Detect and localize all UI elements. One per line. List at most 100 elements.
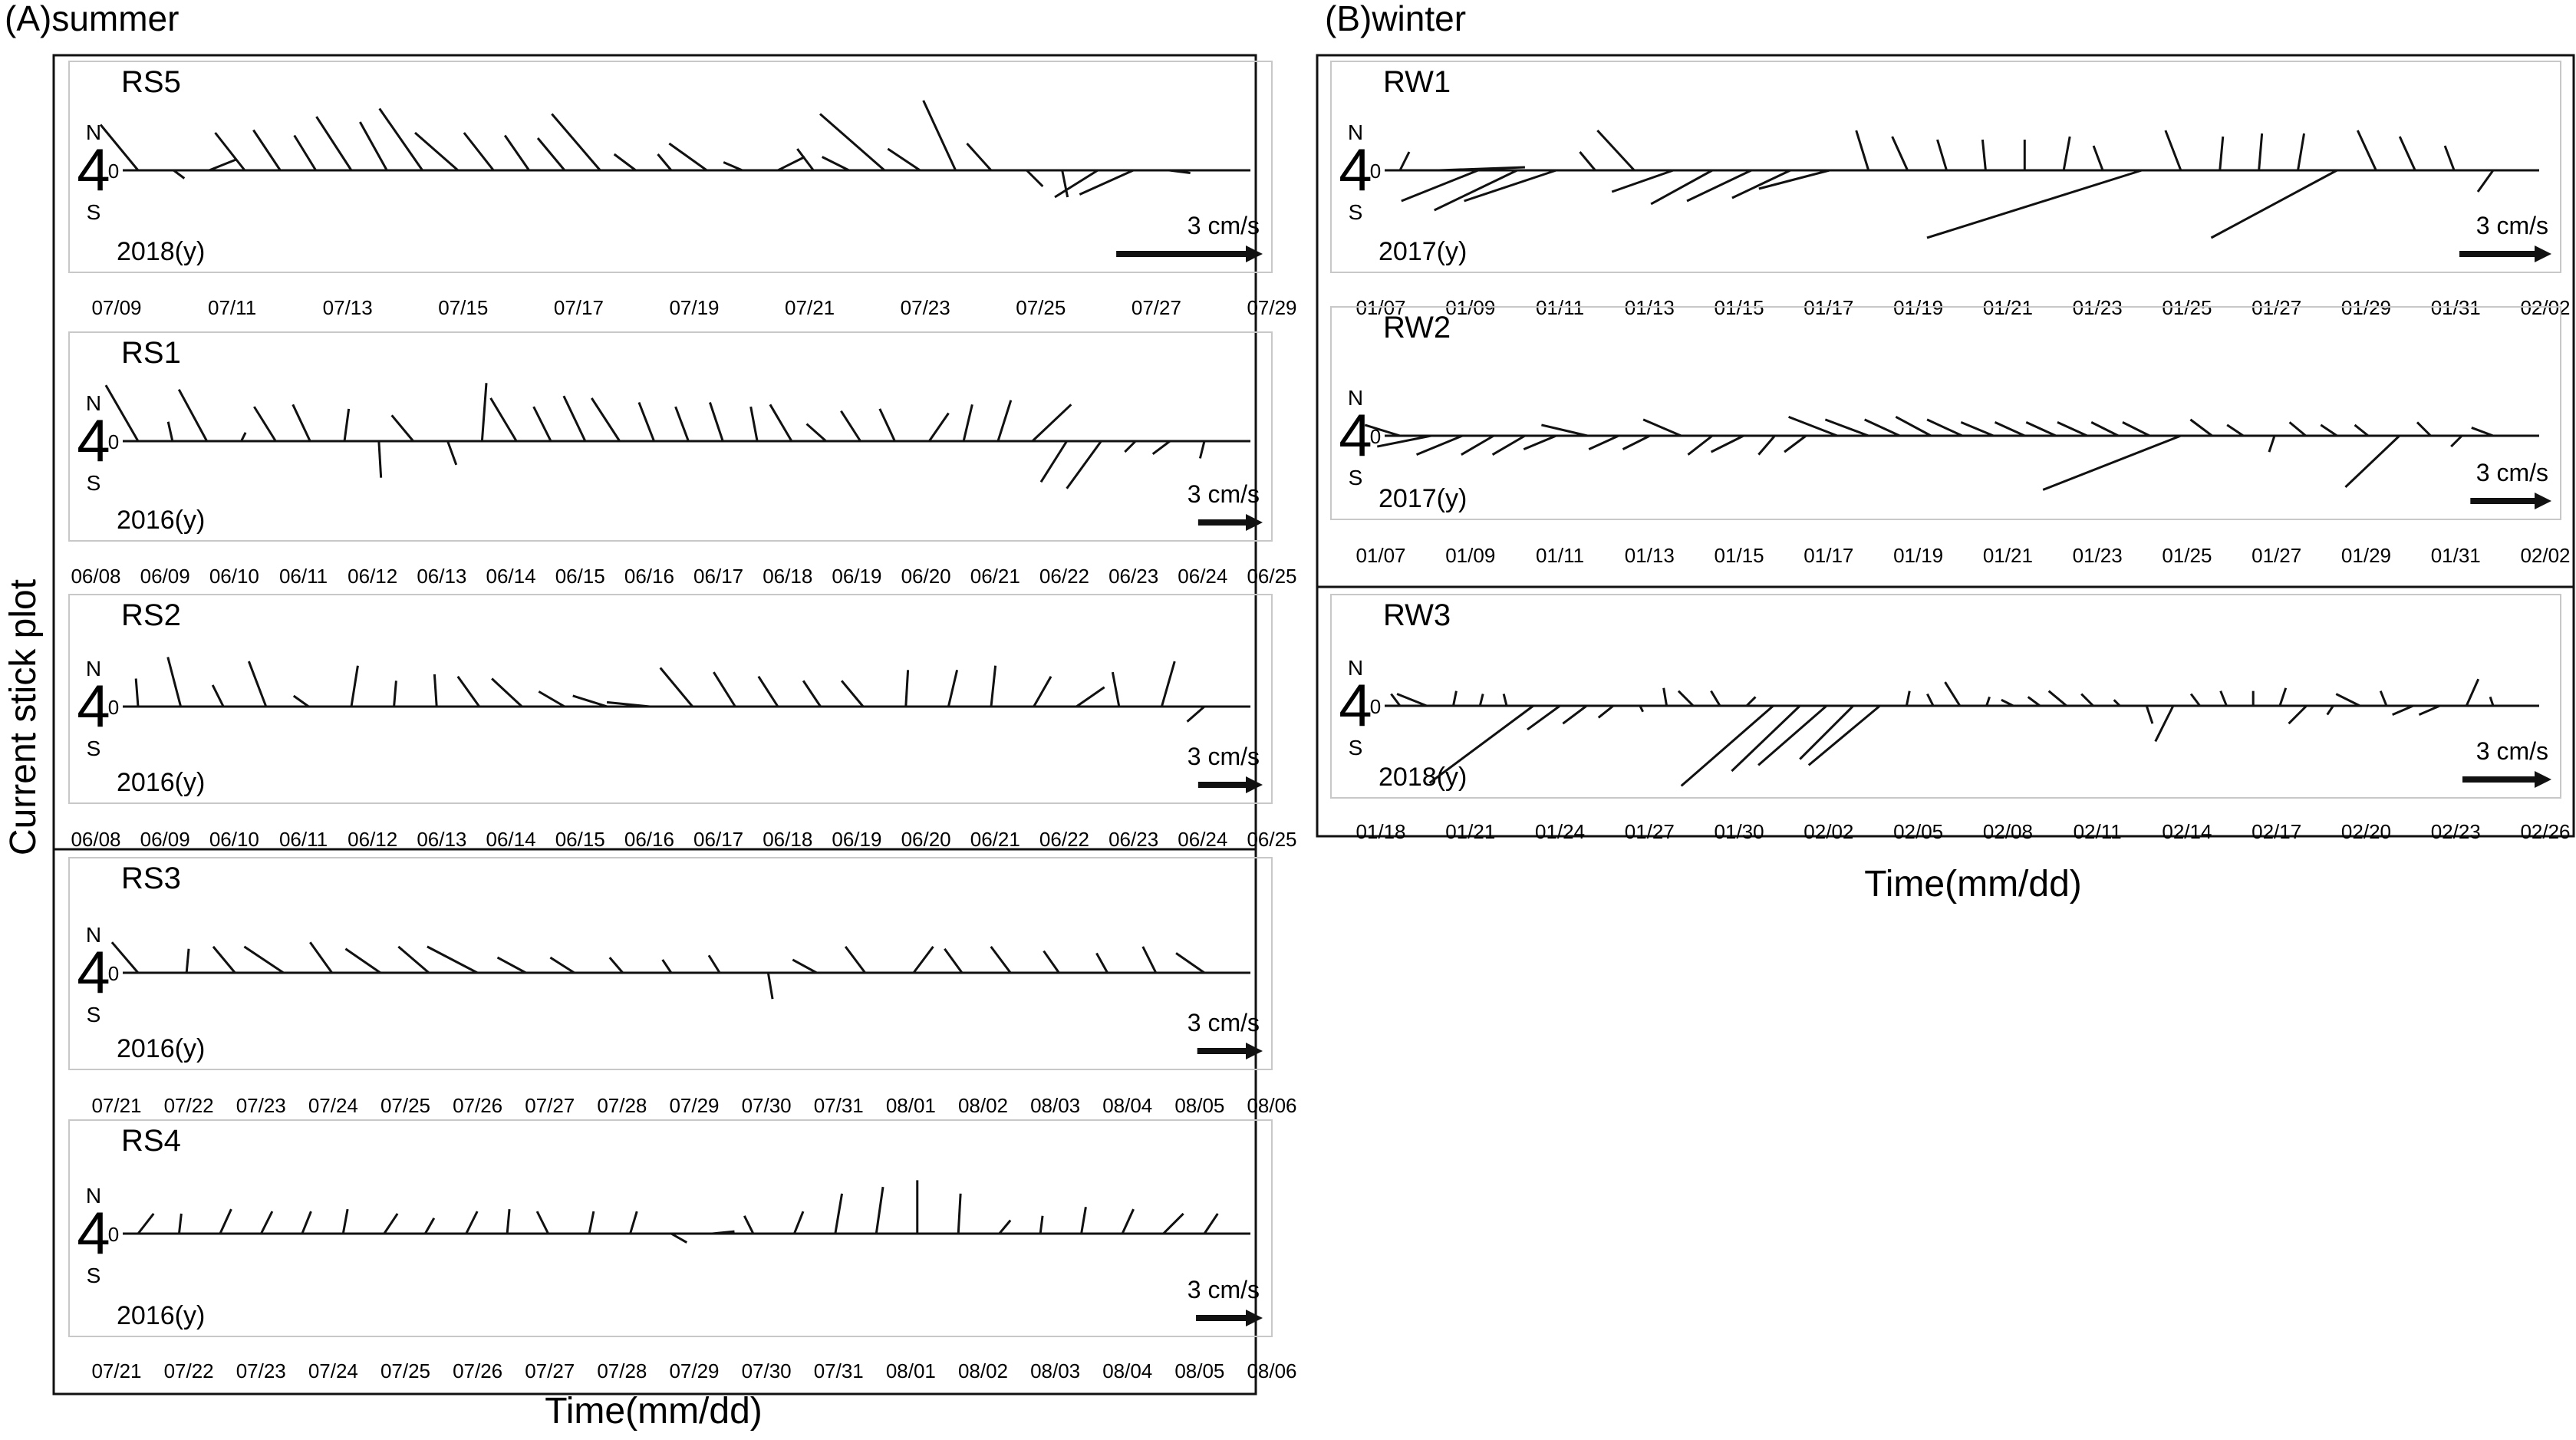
current-stick: [2344, 434, 2400, 489]
year-label: 2016(y): [117, 1034, 205, 1063]
scale-label: 3 cm/s: [2476, 212, 2548, 239]
current-stick: [2335, 693, 2360, 707]
current-stick: [1960, 421, 1995, 437]
x-tick-label: 07/25: [380, 1094, 430, 1117]
current-stick: [177, 388, 208, 442]
current-stick: [922, 100, 957, 171]
x-tick-label: 01/18: [1356, 820, 1405, 843]
current-stick: [1141, 946, 1158, 974]
current-stick: [1162, 1212, 1184, 1235]
current-stick: [743, 1215, 755, 1234]
current-stick: [2418, 704, 2441, 716]
y-tick-top: 4: [1339, 136, 1372, 203]
x-tick-label: 01/31: [2431, 544, 2481, 567]
current-stick: [1680, 704, 1774, 787]
current-stick: [562, 395, 587, 442]
current-stick: [538, 690, 565, 708]
y-tick-zero: 0: [108, 430, 119, 453]
x-tick-label: 07/23: [901, 296, 950, 319]
current-stick: [707, 954, 721, 974]
north-label: N: [86, 1184, 101, 1208]
x-tick-label: 07/29: [669, 1094, 719, 1117]
current-stick: [1799, 704, 1854, 760]
scale-label: 3 cm/s: [1188, 480, 1260, 508]
x-tick-label: 01/30: [1715, 820, 1764, 843]
south-label: S: [87, 471, 101, 495]
current-stick: [1111, 671, 1121, 707]
current-stick: [2356, 130, 2377, 171]
x-tick-label: 07/23: [236, 1094, 286, 1117]
x-tick-label: 06/08: [71, 565, 120, 588]
x-tick-label: 06/12: [348, 565, 397, 588]
year-label: 2016(y): [117, 768, 205, 797]
x-tick-label: 08/06: [1247, 1359, 1296, 1382]
current-stick: [792, 1211, 805, 1234]
current-stick: [1662, 687, 1668, 707]
current-stick: [757, 675, 779, 707]
current-stick: [1401, 169, 1479, 203]
current-stick: [549, 956, 575, 974]
section-a-label: (A)summer: [5, 0, 179, 38]
current-stick: [315, 116, 353, 171]
x-tick-label: 07/25: [380, 1359, 430, 1382]
current-stick: [2297, 133, 2306, 171]
current-stick: [1527, 704, 1561, 731]
current-stick: [928, 412, 950, 442]
panel-group-frame: [1316, 585, 2575, 838]
current-stick: [292, 404, 311, 442]
current-stick: [629, 1211, 638, 1234]
x-tick-label: 07/21: [91, 1359, 141, 1382]
current-stick: [2001, 698, 2014, 707]
y-tick-zero: 0: [1370, 695, 1381, 718]
x-tick-label: 06/15: [555, 828, 605, 851]
current-stick: [535, 1211, 549, 1234]
current-stick: [1541, 423, 1588, 437]
current-stick: [177, 1213, 183, 1234]
current-stick: [2092, 145, 2104, 171]
x-tick-label: 02/14: [2162, 820, 2212, 843]
current-stick: [491, 677, 523, 708]
x-tick-label: 07/31: [814, 1094, 864, 1117]
current-stick: [2398, 136, 2416, 171]
current-stick: [185, 948, 190, 974]
x-tick-label: 01/07: [1356, 544, 1405, 567]
current-stick: [1080, 1206, 1087, 1234]
current-stick: [1757, 704, 1828, 766]
scale-label: 3 cm/s: [1188, 1276, 1260, 1303]
current-stick: [966, 143, 993, 172]
current-stick: [1198, 440, 1206, 459]
current-stick: [2320, 423, 2338, 437]
current-stick: [1710, 690, 1721, 707]
current-stick: [1944, 681, 1962, 707]
x-tick-label: 02/20: [2341, 820, 2391, 843]
south-label: S: [87, 736, 101, 760]
current-stick: [709, 402, 724, 442]
x-tick-label: 01/11: [1536, 544, 1584, 567]
y-tick-top: 4: [1339, 671, 1372, 739]
current-stick: [1039, 440, 1068, 483]
x-tick-label: 07/26: [453, 1094, 502, 1117]
x-tick-label: 07/30: [742, 1094, 792, 1117]
south-label: S: [87, 1264, 101, 1287]
x-tick-label: 06/14: [486, 828, 536, 851]
current-stick: [2122, 421, 2150, 437]
current-stick: [674, 406, 690, 442]
x-tick-label: 01/21: [1445, 820, 1495, 843]
x-tick-label: 02/26: [2520, 820, 2570, 843]
current-stick: [668, 142, 708, 172]
x-tick-label: 01/09: [1445, 544, 1495, 567]
x-tick-label: 01/17: [1804, 544, 1853, 567]
current-stick: [996, 400, 1013, 442]
current-stick: [1033, 675, 1052, 707]
scale-label: 3 cm/s: [1188, 212, 1260, 239]
x-tick-label: 06/18: [763, 828, 812, 851]
current-stick: [1905, 690, 1911, 707]
current-stick: [2476, 170, 2495, 193]
current-stick: [1203, 1213, 1219, 1234]
current-stick: [1061, 170, 1069, 198]
x-tick-label: 07/30: [742, 1359, 792, 1382]
year-label: 2016(y): [117, 1301, 205, 1330]
current-stick: [1686, 169, 1752, 203]
